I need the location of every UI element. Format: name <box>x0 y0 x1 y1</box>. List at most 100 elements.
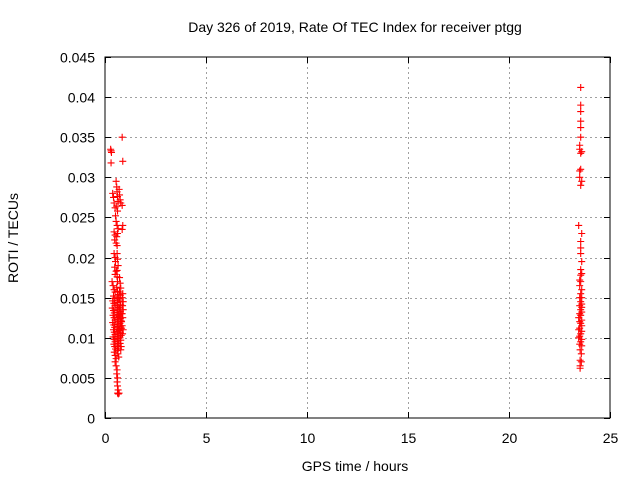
data-point <box>113 283 121 291</box>
y-tick-label: 0.04 <box>68 90 95 106</box>
data-point <box>577 83 585 91</box>
data-point <box>114 207 122 215</box>
data-point <box>119 290 127 298</box>
y-tick-label: 0.03 <box>68 170 95 186</box>
data-point <box>577 238 585 246</box>
data-point <box>116 274 124 282</box>
data-point <box>576 282 584 290</box>
data-point <box>576 346 584 354</box>
data-point <box>119 221 127 229</box>
data-point <box>577 124 585 132</box>
data-point <box>575 334 583 342</box>
x-tick-label: 20 <box>502 430 518 446</box>
data-point <box>575 326 583 334</box>
data-point <box>119 157 127 165</box>
data-point <box>115 353 123 361</box>
data-point <box>577 250 585 258</box>
data-point <box>107 159 115 167</box>
data-point <box>110 228 118 236</box>
data-point <box>113 202 121 210</box>
x-axis-label: GPS time / hours <box>302 458 409 474</box>
data-point <box>116 196 124 204</box>
data-point <box>113 266 121 274</box>
x-tick-label: 10 <box>300 430 316 446</box>
data-point <box>575 221 583 229</box>
data-point <box>577 350 585 358</box>
data-point <box>117 336 125 344</box>
data-point <box>578 294 586 302</box>
data-point <box>119 302 127 310</box>
data-point <box>113 233 121 241</box>
data-point <box>577 165 585 173</box>
data-point <box>118 201 126 209</box>
data-point <box>578 342 586 350</box>
data-point <box>119 326 127 334</box>
y-tick-label: 0.045 <box>60 50 95 66</box>
data-point <box>576 173 584 181</box>
y-tick-label: 0.005 <box>60 371 95 387</box>
y-tick-label: 0.02 <box>68 251 95 267</box>
data-point <box>112 217 120 225</box>
data-point <box>119 306 127 314</box>
data-point <box>577 149 585 157</box>
data-point <box>113 347 121 355</box>
plot-frame <box>104 56 611 419</box>
data-point <box>112 267 120 275</box>
data-point <box>109 189 117 197</box>
data-point <box>112 177 120 185</box>
data-point <box>118 225 126 233</box>
data-points <box>107 83 586 398</box>
data-point <box>109 193 117 201</box>
data-point <box>114 225 122 233</box>
y-tick-label: 0.035 <box>60 130 95 146</box>
x-tick-label: 15 <box>401 430 417 446</box>
data-point <box>113 370 121 378</box>
data-point <box>577 278 585 286</box>
y-tick-label: 0.015 <box>60 291 95 307</box>
data-point <box>577 117 585 125</box>
data-point <box>118 318 126 326</box>
data-point <box>118 322 126 330</box>
data-point <box>578 258 586 266</box>
data-point <box>115 294 123 302</box>
y-tick-label: 0.01 <box>68 331 95 347</box>
data-point <box>578 177 586 185</box>
data-point <box>578 229 586 237</box>
chart-title: Day 326 of 2019, Rate Of TEC Index for r… <box>188 19 522 35</box>
data-point <box>114 262 122 270</box>
data-point <box>114 382 122 390</box>
data-point <box>577 108 585 116</box>
data-point <box>116 191 124 199</box>
data-point <box>576 167 584 175</box>
data-point <box>116 339 124 347</box>
data-point <box>577 358 585 366</box>
data-point <box>577 181 585 189</box>
data-point <box>116 279 124 287</box>
data-point <box>117 284 125 292</box>
data-point <box>115 389 123 397</box>
data-point <box>577 290 585 298</box>
y-tick-label: 0 <box>87 411 95 427</box>
data-point <box>109 282 117 290</box>
x-tick-label: 5 <box>203 430 211 446</box>
data-point <box>578 327 586 335</box>
x-tick-label: 0 <box>102 430 110 446</box>
data-point <box>576 364 584 372</box>
data-point <box>577 311 585 319</box>
data-point <box>113 242 121 250</box>
data-point <box>119 330 127 338</box>
data-point <box>578 286 586 294</box>
data-point <box>118 310 126 318</box>
data-point <box>118 294 126 302</box>
data-point <box>117 346 125 354</box>
data-point <box>577 133 585 141</box>
data-point <box>118 133 126 141</box>
data-point <box>119 298 127 306</box>
data-point <box>107 148 115 156</box>
data-point <box>114 229 122 237</box>
y-axis-label: ROTI / TECUs <box>5 193 21 283</box>
data-point <box>111 358 119 366</box>
data-point <box>577 271 585 279</box>
